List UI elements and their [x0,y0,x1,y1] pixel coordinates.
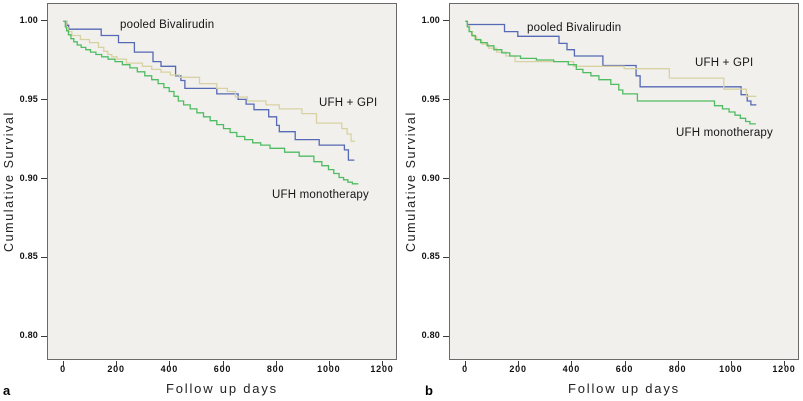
x-tick-label: 800 [668,363,687,374]
y-tick-mark [41,20,47,22]
y-tick-mark [41,256,47,258]
x-tick-label: 200 [509,363,527,374]
x-tick-label: 1200 [772,363,796,374]
x-tick-mark [275,361,277,366]
panel-letter-a: a [3,383,11,398]
x-tick-mark [571,361,573,366]
x-tick-mark [222,361,224,366]
panel-b: Cumulative Survival pooled Bivalirudin U… [404,0,801,401]
curve-label-ufh-monotherapy: UFH monotherapy [272,189,369,201]
panel-a: Cumulative Survival pooled Bivalirudin U… [2,0,399,401]
x-tick-label: 400 [562,363,580,374]
y-tick-mark [443,256,449,258]
x-tick-label: 200 [107,363,125,374]
x-tick-label: 600 [213,363,232,374]
panel-letter-b: b [425,383,433,398]
x-tick-mark [382,361,383,366]
survival-curve [465,20,756,125]
y-tick-label: 0.90 [421,172,440,183]
plot-area: pooled Bivalirudin UFH + GPI UFH monothe… [47,3,397,360]
y-tick-mark [41,99,47,101]
x-tick-label: 1000 [719,363,743,374]
y-tick-label: 0.85 [19,251,38,262]
y-tick-mark [443,335,449,337]
x-tick-mark [465,361,466,366]
x-tick-mark [328,361,330,366]
x-tick-label: 600 [615,363,634,374]
x-tick-label: 1200 [370,363,394,374]
y-tick-label: 0.85 [421,251,440,262]
x-tick-label: 0 [60,363,66,374]
y-tick-mark [41,178,47,180]
curve-label-pooled-bivalirudin: pooled Bivalirudin [527,22,622,34]
curve-label-ufh-gpi: UFH + GPI [319,97,378,109]
x-tick-mark [784,361,785,366]
plot-area: pooled Bivalirudin UFH + GPI UFH monothe… [449,3,799,360]
x-tick-label: 400 [160,363,178,374]
x-tick-label: 0 [462,363,468,374]
survival-curve [63,20,355,161]
survival-curve [63,20,355,142]
x-tick-mark [624,361,626,366]
y-tick-mark [443,99,449,101]
x-tick-mark [677,361,679,366]
y-tick-label: 0.90 [19,172,38,183]
curve-label-ufh-monotherapy: UFH monotherapy [676,127,773,139]
x-tick-mark [730,361,732,366]
y-tick-label: 1.00 [19,14,38,25]
curve-label-ufh-gpi: UFH + GPI [695,57,754,69]
x-axis-title: Follow up days [166,381,278,396]
x-tick-label: 800 [266,363,285,374]
curve-label-pooled-bivalirudin: pooled Bivalirudin [120,19,215,31]
y-tick-label: 0.80 [421,330,440,341]
y-tick-mark [443,178,449,180]
y-tick-mark [41,335,47,337]
x-tick-mark [169,361,171,366]
survival-curves-svg [63,20,359,185]
x-tick-mark [116,361,118,366]
y-tick-mark [443,20,449,22]
y-tick-label: 0.80 [19,330,38,341]
survival-curves-svg [465,20,757,125]
x-axis-title: Follow up days [568,381,680,396]
x-tick-mark [518,361,520,366]
survival-curve [63,20,359,185]
x-tick-mark [63,361,64,366]
y-tick-label: 0.95 [421,93,440,104]
x-tick-label: 1000 [317,363,341,374]
y-tick-label: 1.00 [421,14,440,25]
y-tick-label: 0.95 [19,93,38,104]
